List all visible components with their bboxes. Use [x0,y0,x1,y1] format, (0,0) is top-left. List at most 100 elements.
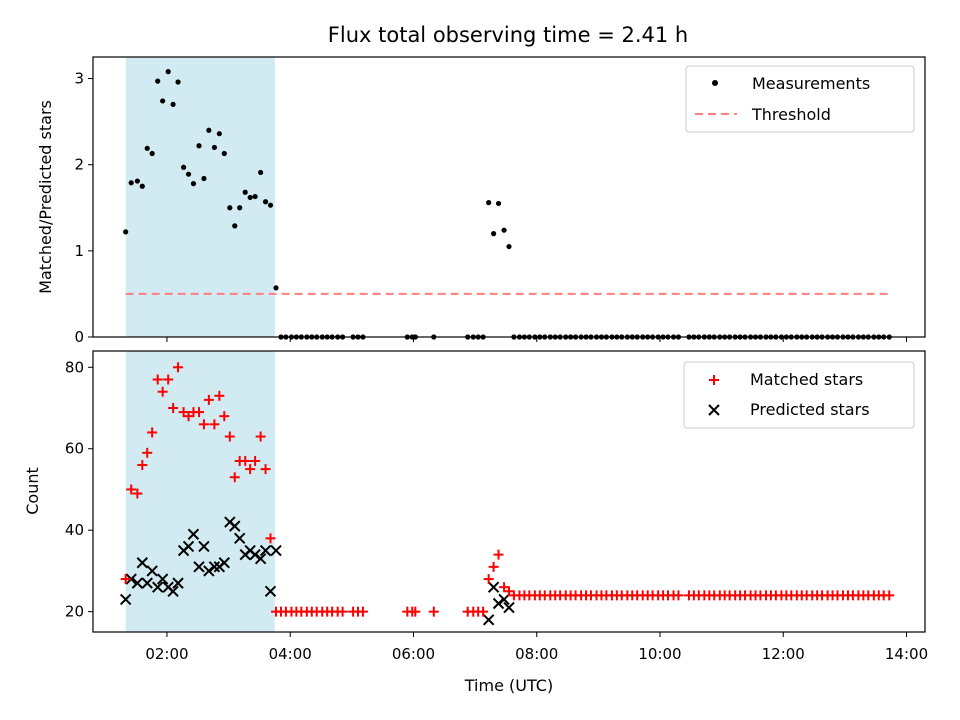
y-tick-label: 3 [74,70,84,88]
matched-star-marker [224,431,235,442]
predicted-star-marker [264,585,277,597]
measurement-point [196,143,202,149]
top-panel: 0 1 2 3 Matched/Predicted stars Measurement… [36,56,926,346]
measurement-point [242,189,248,195]
measurement-point [139,183,145,189]
y-tick-label: 1 [74,242,84,260]
matched-star-marker [147,427,158,438]
x-tick-label: 14:00 [885,645,928,663]
measurement-point [252,193,258,200]
predicted-star-marker [131,577,144,589]
measurement-point [273,285,279,291]
predicted-stars-markers [119,516,515,626]
bottom-legend-box [683,361,915,429]
matched-star-marker [152,374,163,385]
matched-star-marker [260,464,271,475]
predicted-star-marker [492,597,505,610]
predicted-star-marker [125,573,137,585]
y-tick-label: 0 [74,328,84,346]
measurement-point [232,223,238,229]
legend-measurement-marker [712,80,718,86]
measurement-point [206,127,212,133]
measurement-point [165,69,171,75]
matched-star-marker [203,394,214,405]
predicted-star-marker [141,577,153,589]
measurement-point [501,227,507,233]
top-y-ticks: 0 1 2 3 [74,70,93,346]
matched-star-marker [142,447,153,458]
x-tick-label: 12:00 [762,645,805,663]
measurement-point [175,79,181,85]
bottom-y-ticks: 20 40 60 80 [65,358,93,621]
measurement-point [211,144,218,151]
matched-star-marker [209,419,220,430]
measurement-point [486,200,492,206]
matched-star-marker [357,606,368,617]
measurement-point [170,101,176,107]
predicted-star-marker [249,548,261,561]
top-axes-frame [92,56,926,338]
matched-star-marker [265,533,276,544]
measurement-point [149,150,155,157]
matched-star-marker [493,549,504,560]
matched-star-marker [157,386,168,397]
predicted-star-marker [182,540,195,553]
measurement-point [221,150,227,157]
predicted-star-marker [270,544,282,557]
matched-star-marker [245,464,256,475]
predicted-star-marker [198,540,210,553]
predicted-star-marker [187,528,200,540]
matched-star-marker [194,407,205,418]
predicted-star-marker [193,561,205,573]
legend-matched-marker [709,375,719,385]
matched-star-marker [488,561,499,572]
measurement-point [262,199,269,205]
predicted-star-marker [254,552,267,565]
matched-star-marker [173,362,184,373]
predicted-star-marker [152,581,164,593]
measurement-point [128,180,134,186]
measurement-point [190,181,197,187]
y-tick-label: 80 [65,358,84,376]
y-tick-label: 20 [65,603,84,621]
measurement-point [247,194,253,201]
top-legend: Measurements Threshold [685,65,915,133]
legend-measurements-label: Measurements [752,74,870,93]
chart-title: Flux total observing time = 2.41 h [328,23,688,47]
measurement-point [185,171,192,177]
predicted-star-marker [259,544,272,557]
bottom-panel: 20 40 60 80 02:00 04:00 06:00 08:00 10:00 12:00 1… [23,350,928,695]
legend-matched-label: Matched stars [750,370,863,389]
matched-star-marker [229,472,240,483]
measurement-point [216,131,222,137]
legend-plus-glyph [709,375,719,385]
measurement-point [227,205,233,211]
matched-star-marker [428,606,439,617]
top-x-ticks [166,337,908,342]
measurement-point [160,98,166,104]
matched-star-marker [240,455,251,466]
measurement-point [258,169,264,176]
bottom-axes-frame [92,350,926,633]
y-tick-label: 40 [65,521,84,539]
top-y-axis-label: Matched/Predicted stars [36,100,55,294]
predicted-star-marker [136,557,149,569]
measurement-point [506,243,512,250]
matched-star-marker [214,390,225,401]
matched-star-marker [126,484,137,495]
predicted-star-marker [172,577,184,589]
x-tick-label: 08:00 [515,645,558,663]
matched-star-marker [673,590,684,601]
predicted-star-marker [167,585,179,597]
matched-star-marker [478,606,489,617]
measurement-point [237,205,243,211]
legend-predicted-label: Predicted stars [750,400,870,419]
top-legend-box [685,65,915,133]
predicted-star-marker [119,593,132,606]
predicted-star-marker [156,573,169,585]
x-tick-label: 10:00 [638,645,681,663]
measurement-point [123,229,129,235]
predicted-star-marker [208,561,221,573]
measurement-point [267,202,274,208]
matched-star-marker [250,455,261,466]
